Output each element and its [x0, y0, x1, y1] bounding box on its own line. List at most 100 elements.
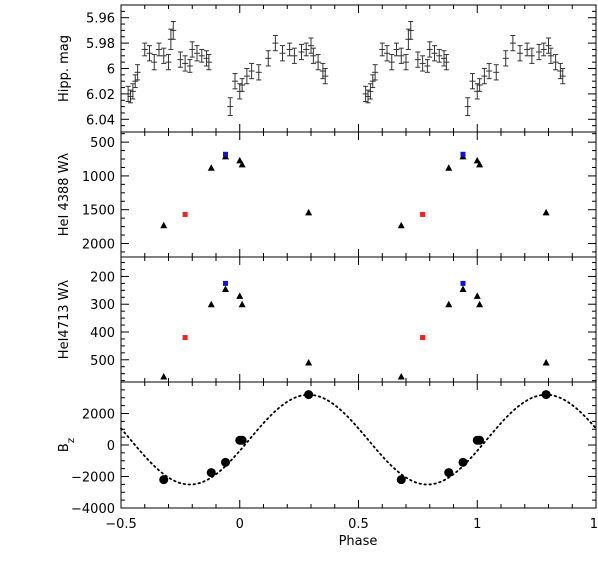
data-point [493, 64, 500, 81]
circle-point [159, 475, 169, 485]
data-point [436, 48, 443, 63]
data-point [431, 45, 438, 62]
data-point [265, 50, 272, 67]
triangle-point [459, 285, 467, 292]
data-point [547, 47, 554, 64]
data-point [469, 73, 476, 90]
triangle-point [445, 300, 453, 308]
triangle-point [473, 156, 481, 164]
square-point [460, 151, 466, 157]
data-point [151, 54, 158, 71]
data-point [132, 74, 139, 89]
triangle-point [238, 160, 246, 168]
data-point [481, 68, 488, 85]
data-point [393, 42, 400, 57]
data-point [464, 97, 471, 116]
y-tick-label: 300 [90, 298, 115, 313]
data-point [232, 73, 238, 90]
triangle-point [160, 221, 168, 229]
y-tick-label: −2000 [71, 471, 115, 486]
panel-he4713: 200 300 400 500 HeI4713 Wλ [57, 256, 597, 383]
triangle-point [542, 359, 550, 366]
y-tick-label: 0 [107, 439, 115, 454]
circle-point [206, 468, 216, 478]
data-point [239, 78, 246, 92]
triangle-point [207, 300, 215, 308]
y-tick-label: 1500 [82, 204, 115, 219]
triangle-point [160, 372, 168, 380]
panel-bz: −4000 −2000 0 2000 Bz −0.5 0 0.5 1 1. [57, 381, 598, 532]
data-point [407, 21, 414, 40]
y-tick-label: −4000 [71, 502, 115, 517]
triangle-point [473, 292, 481, 299]
data-point [388, 54, 395, 71]
circle-point [475, 435, 485, 445]
triangle-point [238, 300, 246, 308]
triangle-point [445, 164, 453, 171]
data-point [165, 54, 172, 71]
data-point [509, 34, 516, 52]
data-point [308, 37, 314, 54]
data-point [517, 45, 523, 62]
x-tick-label: 1. [590, 517, 598, 532]
data-point [255, 64, 262, 81]
data-point [424, 59, 431, 73]
data-point [160, 47, 167, 64]
data-point [379, 42, 386, 57]
data-point [528, 47, 535, 64]
data-point [476, 78, 483, 92]
circle-point [458, 457, 468, 467]
panel-he4388: 500 1000 1500 2000 HeI 4388 Wλ [57, 131, 597, 258]
triangle-point [236, 292, 244, 299]
triangle-point [222, 285, 229, 292]
data-point [141, 42, 148, 57]
data-point [198, 48, 205, 63]
data-point [286, 42, 293, 57]
data-point [134, 64, 141, 81]
triangle-point [542, 208, 550, 216]
data-point [426, 41, 433, 58]
data-point [279, 45, 286, 62]
circle-point [304, 390, 314, 400]
data-point [129, 83, 136, 100]
square-point [223, 280, 228, 286]
data-point [403, 54, 409, 71]
x-axis-title: Phase [339, 534, 378, 549]
data-point [419, 55, 426, 72]
fit-curve [120, 393, 597, 486]
circle-point [541, 390, 551, 400]
data-point [146, 45, 153, 62]
circle-point [444, 468, 454, 478]
data-point [291, 47, 298, 64]
y-tick-label: 2000 [82, 237, 115, 252]
y-tick-label: 500 [90, 354, 115, 369]
y-tick-label: 200 [90, 270, 115, 285]
data-point [502, 50, 509, 67]
data-point [552, 54, 559, 71]
square-point [182, 211, 188, 217]
y-tick-label: 1000 [82, 170, 115, 185]
data-point [156, 42, 162, 57]
panel-hipp: 5.96 5.98 6 6.02 6.04 Hipp. mag [57, 4, 597, 133]
data-point [441, 50, 447, 67]
square-point [182, 335, 188, 341]
triangle-point [305, 208, 313, 216]
data-point [559, 68, 566, 85]
x-tick-label: 1 [473, 517, 481, 532]
square-point [420, 211, 426, 217]
y-tick-label: 400 [90, 326, 115, 341]
data-point [186, 59, 193, 73]
data-point [189, 41, 196, 58]
data-point [303, 42, 310, 57]
data-point [545, 37, 552, 54]
circle-point [237, 435, 247, 445]
data-point [272, 34, 279, 52]
data-point [322, 68, 329, 85]
data-point [367, 83, 374, 100]
data-point [443, 54, 450, 71]
triangle-point [476, 160, 484, 168]
data-point [205, 54, 212, 71]
circle-point [221, 457, 230, 467]
y-axis-title: HeI 4388 Wλ [57, 152, 72, 236]
